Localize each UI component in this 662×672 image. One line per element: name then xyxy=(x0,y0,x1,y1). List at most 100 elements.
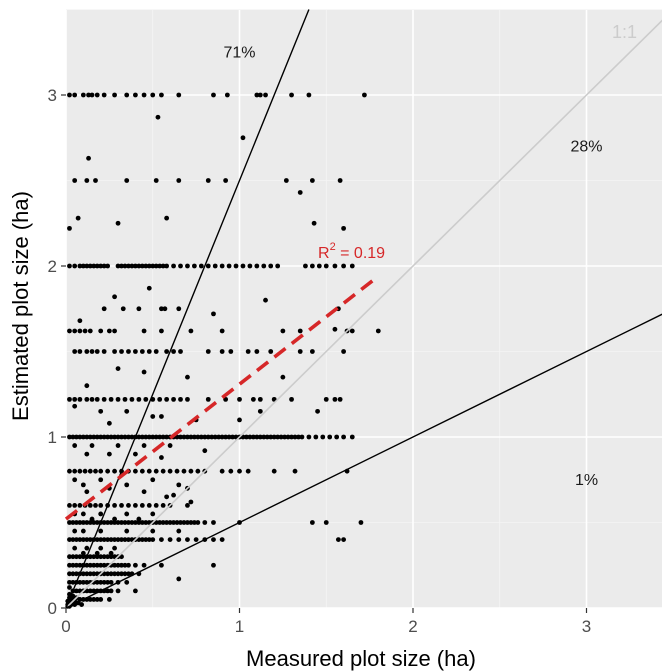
data-point xyxy=(211,537,216,542)
y-tick-label: 2 xyxy=(48,257,57,276)
data-point xyxy=(105,537,111,542)
data-point xyxy=(105,263,111,269)
data-point xyxy=(122,571,128,577)
data-point xyxy=(80,528,86,534)
data-point xyxy=(230,434,235,440)
data-point xyxy=(67,92,72,98)
region-label-below: 1% xyxy=(575,472,598,489)
data-point xyxy=(84,489,90,495)
data-point xyxy=(94,520,100,525)
data-point xyxy=(176,576,182,582)
data-point xyxy=(91,554,97,560)
data-point xyxy=(89,349,95,354)
data-point xyxy=(87,597,93,602)
data-point xyxy=(141,562,147,568)
region-label-middle: 28% xyxy=(570,138,602,155)
data-point xyxy=(133,520,138,525)
data-point xyxy=(146,263,152,269)
data-point xyxy=(124,178,130,183)
data-point xyxy=(70,571,76,577)
data-point xyxy=(332,326,338,332)
data-point xyxy=(119,571,124,577)
data-point xyxy=(257,396,263,402)
data-point xyxy=(202,520,208,525)
data-point xyxy=(126,571,131,577)
data-point xyxy=(72,468,78,474)
data-point xyxy=(153,434,159,440)
data-point xyxy=(77,318,83,324)
data-point xyxy=(285,434,291,440)
data-point xyxy=(98,554,104,560)
data-point xyxy=(250,396,256,402)
data-point xyxy=(153,503,159,508)
data-point xyxy=(106,451,112,457)
data-point xyxy=(323,263,329,269)
data-point xyxy=(143,537,149,542)
data-point xyxy=(228,349,234,354)
x-tick-label: 1 xyxy=(235,617,244,636)
data-point xyxy=(193,537,199,542)
data-point xyxy=(70,562,76,568)
data-point xyxy=(129,520,135,525)
data-point xyxy=(176,537,182,542)
data-point xyxy=(254,434,260,440)
data-point xyxy=(84,520,90,525)
data-point xyxy=(105,468,111,474)
data-point xyxy=(94,597,100,602)
data-point xyxy=(341,434,346,440)
data-point xyxy=(112,92,117,98)
data-point xyxy=(320,434,326,440)
data-point xyxy=(261,263,267,269)
data-point xyxy=(112,545,117,551)
data-point xyxy=(233,263,239,269)
data-point xyxy=(84,178,90,183)
y-axis-ticks: 0 1 2 3 xyxy=(48,86,66,618)
data-point xyxy=(108,588,114,594)
data-point xyxy=(219,468,225,474)
data-point xyxy=(224,92,230,98)
data-point xyxy=(84,434,90,440)
data-point xyxy=(77,328,83,334)
x-axis-ticks: 0 1 2 3 xyxy=(61,608,591,636)
data-point xyxy=(150,414,156,419)
data-point xyxy=(157,396,163,402)
data-point xyxy=(297,328,303,334)
data-point xyxy=(77,434,83,440)
data-point xyxy=(74,562,79,568)
data-point xyxy=(67,562,72,568)
x-tick-label: 3 xyxy=(582,617,591,636)
data-point xyxy=(119,503,124,508)
data-point xyxy=(87,520,93,525)
data-point xyxy=(112,349,117,354)
data-point xyxy=(171,349,176,354)
data-point xyxy=(112,520,117,525)
data-point xyxy=(188,468,194,474)
data-point xyxy=(162,306,168,312)
data-point xyxy=(84,571,90,577)
data-point xyxy=(211,562,216,568)
data-point xyxy=(108,396,114,402)
data-point xyxy=(185,396,190,402)
data-point xyxy=(139,468,145,474)
data-point xyxy=(153,263,159,269)
data-point xyxy=(311,220,317,226)
data-point xyxy=(108,520,114,525)
data-point xyxy=(185,374,190,380)
data-point xyxy=(82,468,88,474)
data-point xyxy=(136,434,142,440)
data-point xyxy=(178,396,183,402)
data-point xyxy=(126,503,131,508)
data-point xyxy=(240,263,246,269)
data-point xyxy=(122,537,128,542)
data-point xyxy=(84,451,90,457)
data-point xyxy=(136,396,142,402)
data-point xyxy=(101,396,107,402)
data-point xyxy=(124,92,130,98)
data-point xyxy=(219,263,225,269)
data-point xyxy=(119,562,124,568)
data-point xyxy=(112,294,117,300)
ratio-line xyxy=(65,313,662,609)
data-point xyxy=(74,537,79,542)
data-point xyxy=(86,155,91,161)
data-point xyxy=(94,434,100,440)
